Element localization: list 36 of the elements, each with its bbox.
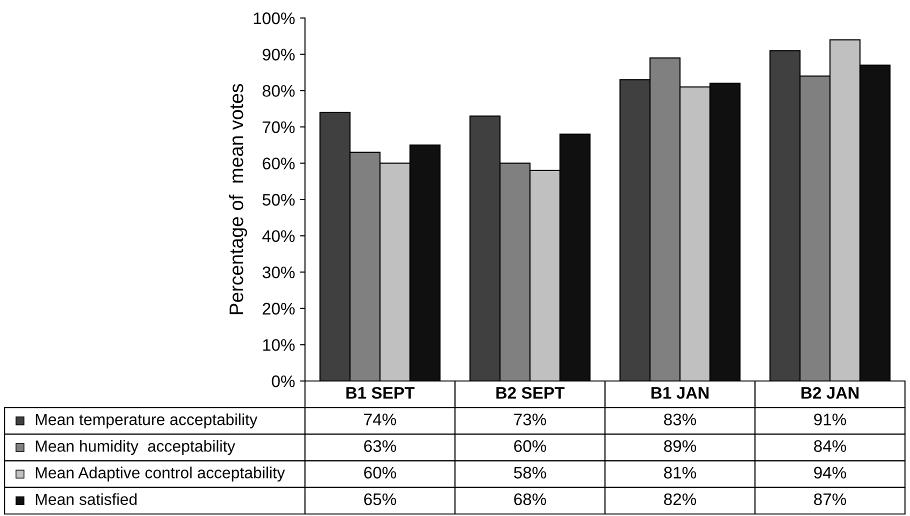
data-label: 63%	[364, 440, 396, 452]
y-tick-label: 10%	[263, 339, 295, 351]
legend-label: Mean Adaptive control acceptability	[36, 466, 285, 482]
data-label: 73%	[514, 414, 546, 426]
data-label: 60%	[514, 440, 546, 452]
data-label: 89%	[664, 440, 696, 452]
data-label: 68%	[514, 493, 546, 506]
legend-label: Mean satisfied	[36, 493, 137, 505]
x-tick-label: B1 SEPT	[346, 386, 415, 399]
legend-label: Mean temperature acceptability	[36, 413, 258, 428]
y-tick-label: 20%	[262, 302, 295, 315]
legend-label: Mean humidity acceptability	[36, 440, 236, 455]
y-tick-label: 70%	[262, 121, 295, 134]
data-label: 58%	[514, 466, 546, 479]
data-label: 74%	[364, 414, 396, 426]
data-label: 65%	[364, 493, 396, 506]
x-tick-label: B1 JAN	[651, 387, 709, 399]
data-label: 82%	[664, 493, 696, 506]
data-label: 94%	[814, 466, 846, 479]
y-tick-label: 50%	[262, 194, 295, 206]
data-label: 60%	[364, 466, 396, 479]
y-axis-title: Percentage of mean votes	[228, 84, 248, 314]
data-label: 81%	[664, 466, 696, 479]
y-tick-label: 40%	[262, 230, 295, 242]
data-label: 83%	[664, 414, 696, 426]
y-tick-label: 90%	[262, 48, 295, 61]
y-tick-label: 0%	[272, 375, 295, 388]
x-tick-label: B2 JAN	[801, 386, 859, 399]
data-label: 91%	[814, 414, 846, 426]
y-tick-label: 60%	[262, 158, 295, 170]
x-tick-label: B2 SEPT	[496, 386, 565, 399]
data-label: 87%	[814, 493, 846, 506]
y-tick-label: 30%	[262, 266, 295, 278]
y-tick-label: 80%	[262, 85, 295, 97]
data-label: 84%	[814, 440, 846, 452]
y-tick-label: 100%	[254, 12, 295, 24]
